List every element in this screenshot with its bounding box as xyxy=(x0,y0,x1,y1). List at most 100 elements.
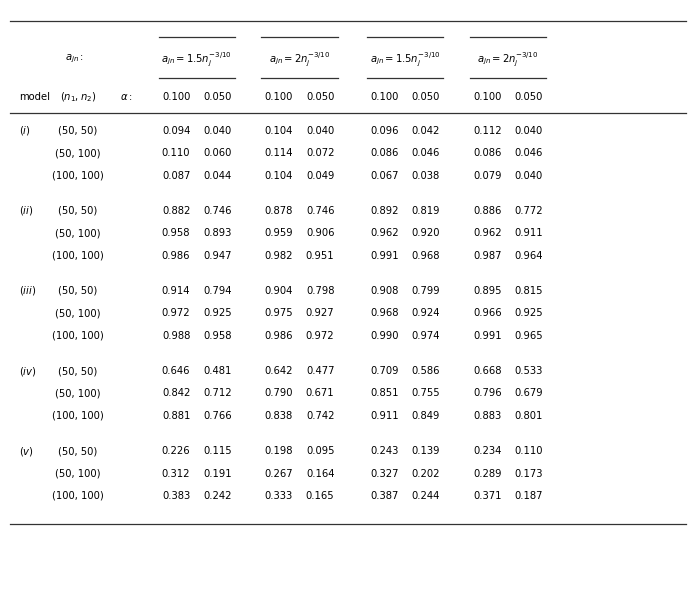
Text: 0.100: 0.100 xyxy=(264,92,292,102)
Text: 0.383: 0.383 xyxy=(162,491,190,501)
Text: 0.202: 0.202 xyxy=(412,469,440,478)
Text: 0.668: 0.668 xyxy=(473,366,501,376)
Text: $a_{jn} = 1.5n_j^{-3/10}$: $a_{jn} = 1.5n_j^{-3/10}$ xyxy=(370,50,441,68)
Text: 0.104: 0.104 xyxy=(264,126,292,135)
Text: 0.079: 0.079 xyxy=(473,171,501,180)
Text: (50, 50): (50, 50) xyxy=(58,126,97,135)
Text: 0.895: 0.895 xyxy=(473,286,501,296)
Text: 0.533: 0.533 xyxy=(515,366,543,376)
Text: 0.991: 0.991 xyxy=(370,251,399,260)
Text: 0.050: 0.050 xyxy=(412,92,440,102)
Text: 0.798: 0.798 xyxy=(306,286,334,296)
Text: 0.924: 0.924 xyxy=(412,309,440,318)
Text: 0.586: 0.586 xyxy=(412,366,440,376)
Text: 0.110: 0.110 xyxy=(162,148,190,158)
Text: 0.244: 0.244 xyxy=(412,491,440,501)
Text: 0.050: 0.050 xyxy=(204,92,232,102)
Text: 0.642: 0.642 xyxy=(264,366,292,376)
Text: 0.911: 0.911 xyxy=(514,229,544,238)
Text: 0.072: 0.072 xyxy=(306,148,334,158)
Text: 0.959: 0.959 xyxy=(264,229,293,238)
Text: 0.966: 0.966 xyxy=(473,309,502,318)
Text: 0.060: 0.060 xyxy=(204,148,232,158)
Text: 0.164: 0.164 xyxy=(306,469,334,478)
Text: 0.226: 0.226 xyxy=(161,446,191,456)
Text: 0.333: 0.333 xyxy=(264,491,292,501)
Text: (50, 100): (50, 100) xyxy=(55,469,101,478)
Text: 0.046: 0.046 xyxy=(515,148,543,158)
Text: model: model xyxy=(19,92,51,102)
Text: $a_{jn} = 1.5n_j^{-3/10}$: $a_{jn} = 1.5n_j^{-3/10}$ xyxy=(161,50,232,68)
Text: 0.040: 0.040 xyxy=(204,126,232,135)
Text: 0.794: 0.794 xyxy=(204,286,232,296)
Text: 0.911: 0.911 xyxy=(370,411,399,421)
Text: 0.481: 0.481 xyxy=(204,366,232,376)
Text: 0.947: 0.947 xyxy=(204,251,232,260)
Text: 0.882: 0.882 xyxy=(162,206,190,216)
Text: 0.289: 0.289 xyxy=(473,469,501,478)
Text: (100, 100): (100, 100) xyxy=(52,331,104,340)
Text: 0.040: 0.040 xyxy=(515,171,543,180)
Text: $a_{jn} = 2n_j^{-3/10}$: $a_{jn} = 2n_j^{-3/10}$ xyxy=(477,50,539,68)
Text: 0.964: 0.964 xyxy=(515,251,543,260)
Text: 0.187: 0.187 xyxy=(515,491,543,501)
Text: 0.962: 0.962 xyxy=(473,229,502,238)
Text: 0.646: 0.646 xyxy=(162,366,190,376)
Text: 0.234: 0.234 xyxy=(473,446,501,456)
Text: 0.986: 0.986 xyxy=(162,251,190,260)
Text: 0.790: 0.790 xyxy=(264,389,292,398)
Text: 0.042: 0.042 xyxy=(412,126,440,135)
Text: 0.100: 0.100 xyxy=(370,92,398,102)
Text: 0.371: 0.371 xyxy=(473,491,501,501)
Text: 0.893: 0.893 xyxy=(204,229,232,238)
Text: 0.049: 0.049 xyxy=(306,171,334,180)
Text: 0.849: 0.849 xyxy=(412,411,440,421)
Text: 0.974: 0.974 xyxy=(412,331,440,340)
Text: 0.040: 0.040 xyxy=(515,126,543,135)
Text: (50, 50): (50, 50) xyxy=(58,206,97,216)
Text: 0.815: 0.815 xyxy=(515,286,543,296)
Text: 0.851: 0.851 xyxy=(370,389,398,398)
Text: 0.050: 0.050 xyxy=(306,92,334,102)
Text: (50, 50): (50, 50) xyxy=(58,286,97,296)
Text: 0.962: 0.962 xyxy=(370,229,399,238)
Text: (50, 50): (50, 50) xyxy=(58,366,97,376)
Text: 0.968: 0.968 xyxy=(412,251,440,260)
Text: 0.986: 0.986 xyxy=(264,331,292,340)
Text: 0.766: 0.766 xyxy=(203,411,232,421)
Text: 0.958: 0.958 xyxy=(204,331,232,340)
Text: $(v)$: $(v)$ xyxy=(19,445,34,458)
Text: 0.838: 0.838 xyxy=(264,411,292,421)
Text: 0.038: 0.038 xyxy=(412,171,440,180)
Text: 0.191: 0.191 xyxy=(203,469,232,478)
Text: 0.243: 0.243 xyxy=(370,446,398,456)
Text: (100, 100): (100, 100) xyxy=(52,251,104,260)
Text: 0.104: 0.104 xyxy=(264,171,292,180)
Text: 0.742: 0.742 xyxy=(306,411,334,421)
Text: 0.965: 0.965 xyxy=(514,331,544,340)
Text: 0.878: 0.878 xyxy=(264,206,292,216)
Text: 0.972: 0.972 xyxy=(306,331,335,340)
Text: 0.772: 0.772 xyxy=(514,206,544,216)
Text: 0.312: 0.312 xyxy=(162,469,190,478)
Text: 0.679: 0.679 xyxy=(514,389,544,398)
Text: 0.139: 0.139 xyxy=(412,446,440,456)
Text: 0.046: 0.046 xyxy=(412,148,440,158)
Text: 0.914: 0.914 xyxy=(162,286,190,296)
Text: 0.925: 0.925 xyxy=(514,309,544,318)
Text: (50, 100): (50, 100) xyxy=(55,229,101,238)
Text: 0.110: 0.110 xyxy=(515,446,543,456)
Text: (50, 100): (50, 100) xyxy=(55,148,101,158)
Text: 0.100: 0.100 xyxy=(162,92,190,102)
Text: 0.242: 0.242 xyxy=(204,491,232,501)
Text: 0.165: 0.165 xyxy=(306,491,335,501)
Text: 0.886: 0.886 xyxy=(473,206,501,216)
Text: 0.477: 0.477 xyxy=(306,366,334,376)
Text: 0.842: 0.842 xyxy=(162,389,190,398)
Text: (100, 100): (100, 100) xyxy=(52,171,104,180)
Text: 0.746: 0.746 xyxy=(306,206,334,216)
Text: 0.906: 0.906 xyxy=(306,229,334,238)
Text: 0.044: 0.044 xyxy=(204,171,232,180)
Text: (50, 50): (50, 50) xyxy=(58,446,97,456)
Text: 0.799: 0.799 xyxy=(411,286,441,296)
